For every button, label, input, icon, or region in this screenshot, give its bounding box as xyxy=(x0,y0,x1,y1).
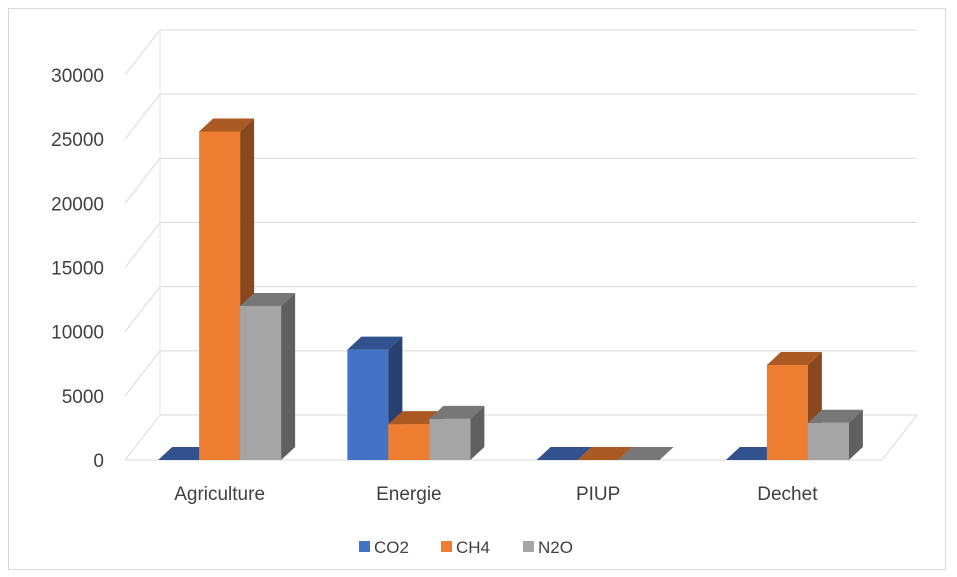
legend-item: CO2 xyxy=(359,538,409,557)
bar xyxy=(536,447,592,460)
y-axis-ticks: 0 5000 10000 15000 20000 25000 30000 xyxy=(51,66,104,472)
bar xyxy=(240,293,296,460)
y-tick-label: 10000 xyxy=(51,323,104,344)
legend: CO2 CH4 N2O xyxy=(359,538,573,557)
x-category-label: PIUP xyxy=(576,484,620,505)
gridline xyxy=(124,286,917,332)
legend-label: CH4 xyxy=(456,538,490,557)
y-tick-label: 30000 xyxy=(51,66,104,87)
gridline xyxy=(124,157,917,204)
y-tick-label: 5000 xyxy=(62,387,104,408)
floor-edge-right xyxy=(881,414,918,461)
bar xyxy=(807,409,863,460)
x-category-label: Energie xyxy=(376,484,442,505)
legend-swatch xyxy=(359,541,370,552)
bar xyxy=(618,447,674,460)
x-axis-categories: Agriculture Energie PIUP Dechet xyxy=(174,484,818,505)
legend-label: N2O xyxy=(538,538,573,557)
y-tick-label: 0 xyxy=(93,451,104,472)
legend-swatch xyxy=(441,541,452,552)
x-category-label: Agriculture xyxy=(174,484,265,505)
bar xyxy=(429,405,485,460)
legend-label: CO2 xyxy=(374,538,409,557)
gridline xyxy=(124,29,917,76)
y-tick-label: 15000 xyxy=(51,259,104,280)
y-tick-label: 20000 xyxy=(51,194,104,215)
gridline xyxy=(124,93,917,140)
x-category-label: Dechet xyxy=(757,484,818,505)
y-tick-label: 25000 xyxy=(51,130,104,151)
chart-frame xyxy=(8,8,946,570)
legend-item: CH4 xyxy=(441,538,490,557)
bar xyxy=(577,447,633,460)
legend-swatch xyxy=(523,541,534,552)
legend-item: N2O xyxy=(523,538,573,557)
bars xyxy=(158,118,863,460)
gridline xyxy=(124,222,917,268)
